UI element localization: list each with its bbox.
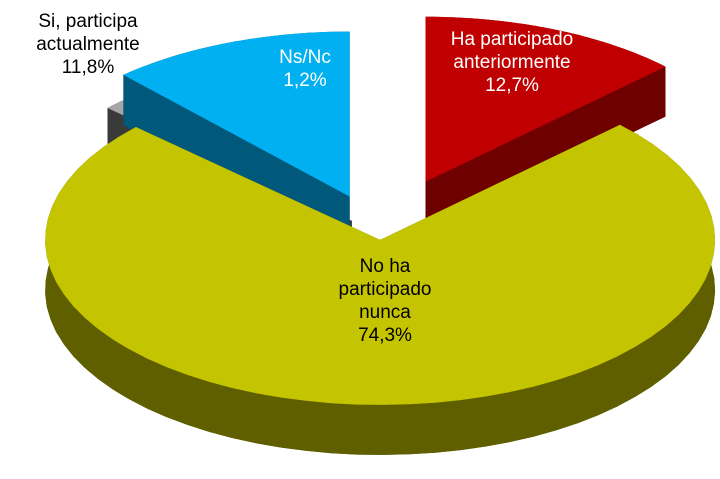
slice-label: No ha participado nunca 74,3% bbox=[320, 255, 450, 347]
slice-label: Ns/Nc 1,2% bbox=[260, 46, 350, 92]
slice bbox=[425, 16, 666, 182]
slice bbox=[45, 124, 716, 405]
value-label: 1,2% bbox=[283, 70, 327, 91]
category-label: Ha participado anteriormente bbox=[450, 29, 574, 73]
slice bbox=[123, 31, 350, 197]
category-label: Ns/Nc bbox=[279, 47, 331, 68]
category-label: Si, participa actualmente bbox=[36, 11, 140, 55]
slice-label: Si, participa actualmente 11,8% bbox=[8, 10, 168, 79]
value-label: 12,7% bbox=[485, 75, 539, 96]
value-label: 11,8% bbox=[61, 57, 115, 78]
value-label: 74,3% bbox=[358, 325, 412, 346]
category-label: No ha participado nunca bbox=[338, 256, 432, 323]
slice-label: Ha participado anteriormente 12,7% bbox=[425, 28, 600, 97]
